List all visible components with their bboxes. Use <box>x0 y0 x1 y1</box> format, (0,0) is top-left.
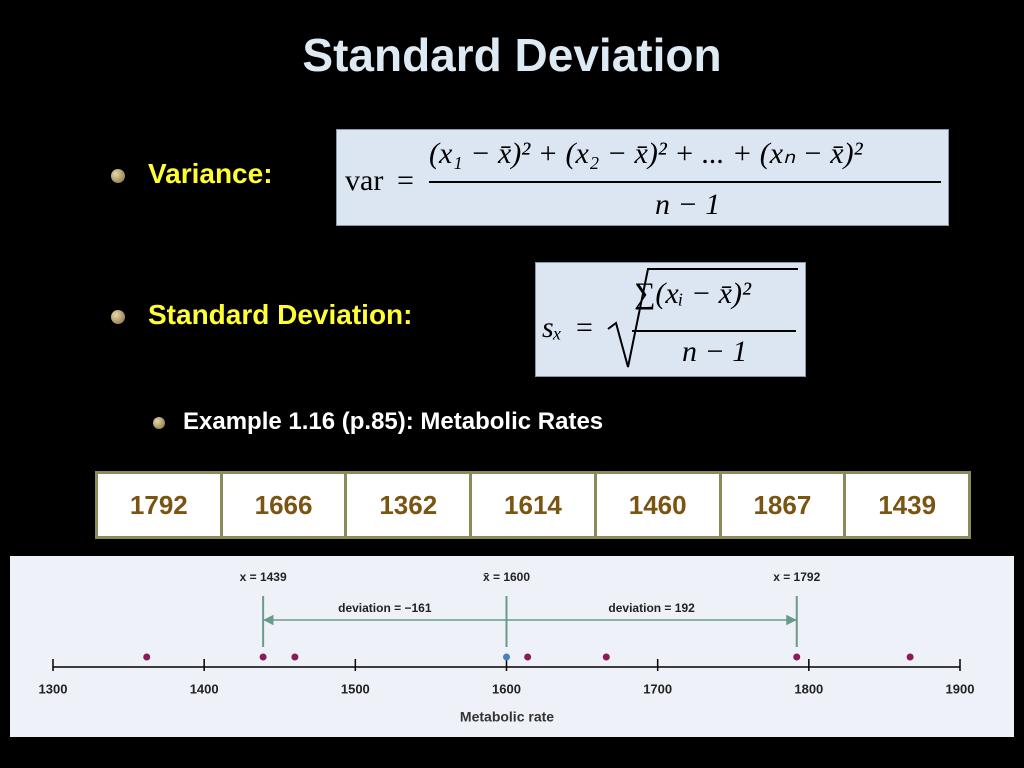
fraction-bar <box>429 181 941 183</box>
x-tick-label: 1700 <box>643 681 672 696</box>
x-axis-label: Metabolic rate <box>460 709 554 725</box>
bullet-label: Standard Deviation: <box>148 299 413 330</box>
bullet-icon <box>111 310 125 324</box>
table-cell: 1460 <box>593 471 722 539</box>
data-point <box>291 653 299 661</box>
data-point <box>602 653 610 661</box>
bullet-icon <box>153 417 165 429</box>
table-cell: 1792 <box>95 471 223 539</box>
marker-label: x = 1792 <box>773 570 820 584</box>
x-tick-label: 1600 <box>492 681 521 696</box>
formula-numerator: ∑(xᵢ − x̄)² <box>634 277 751 310</box>
bullet-icon <box>111 169 125 183</box>
data-point <box>143 653 151 661</box>
x-tick-label: 1900 <box>946 681 975 696</box>
sd-formula: sₓ = ∑(xᵢ − x̄)² n − 1 <box>535 262 806 377</box>
variance-formula: var = (x₁ − x̄)² + (x₂ − x̄)² + ... + (x… <box>336 129 949 226</box>
mean-point <box>503 653 510 661</box>
data-point <box>793 653 801 661</box>
formula-denominator: n − 1 <box>655 188 721 221</box>
formula-lhs: var <box>345 164 384 197</box>
data-point <box>259 653 267 661</box>
deviation-label: deviation = −161 <box>338 601 432 615</box>
x-tick-label: 1500 <box>341 681 370 696</box>
data-table: 1792 1666 1362 1614 1460 1867 1439 <box>95 471 971 539</box>
fraction-bar <box>632 330 796 332</box>
dot-plot: Metabolic rate 1300 1400 1500 1600 1700 1800 1… <box>10 556 1014 737</box>
data-point <box>524 653 532 661</box>
marker-label: x = 1439 <box>240 570 287 584</box>
formula-eq: = <box>576 311 593 344</box>
x-tick-label: 1400 <box>190 681 219 696</box>
table-row: 1792 1666 1362 1614 1460 1867 1439 <box>95 471 971 539</box>
table-cell: 1614 <box>469 471 597 539</box>
formula-eq: = <box>397 164 414 197</box>
table-cell: 1666 <box>219 471 348 539</box>
radical <box>607 268 798 368</box>
x-tick-label: 1300 <box>39 681 68 696</box>
example-label: Example 1.16 (p.85): Metabolic Rates <box>183 408 604 435</box>
bullet-label: Variance: <box>148 158 273 189</box>
formula-denominator: n − 1 <box>682 335 748 368</box>
table-cell: 1439 <box>843 471 971 539</box>
deviation-label: deviation = 192 <box>608 601 695 615</box>
marker-label: x̄ = 1600 <box>483 570 530 584</box>
data-point <box>906 653 914 661</box>
x-tick-label: 1800 <box>794 681 823 696</box>
table-cell: 1362 <box>344 471 473 539</box>
table-cell: 1867 <box>718 471 847 539</box>
formula-numerator: (x₁ − x̄)² + (x₂ − x̄)² + ... + (xₙ − x̄… <box>429 137 863 170</box>
slide-title: Standard Deviation <box>302 29 722 81</box>
formula-lhs: sₓ <box>542 311 563 344</box>
